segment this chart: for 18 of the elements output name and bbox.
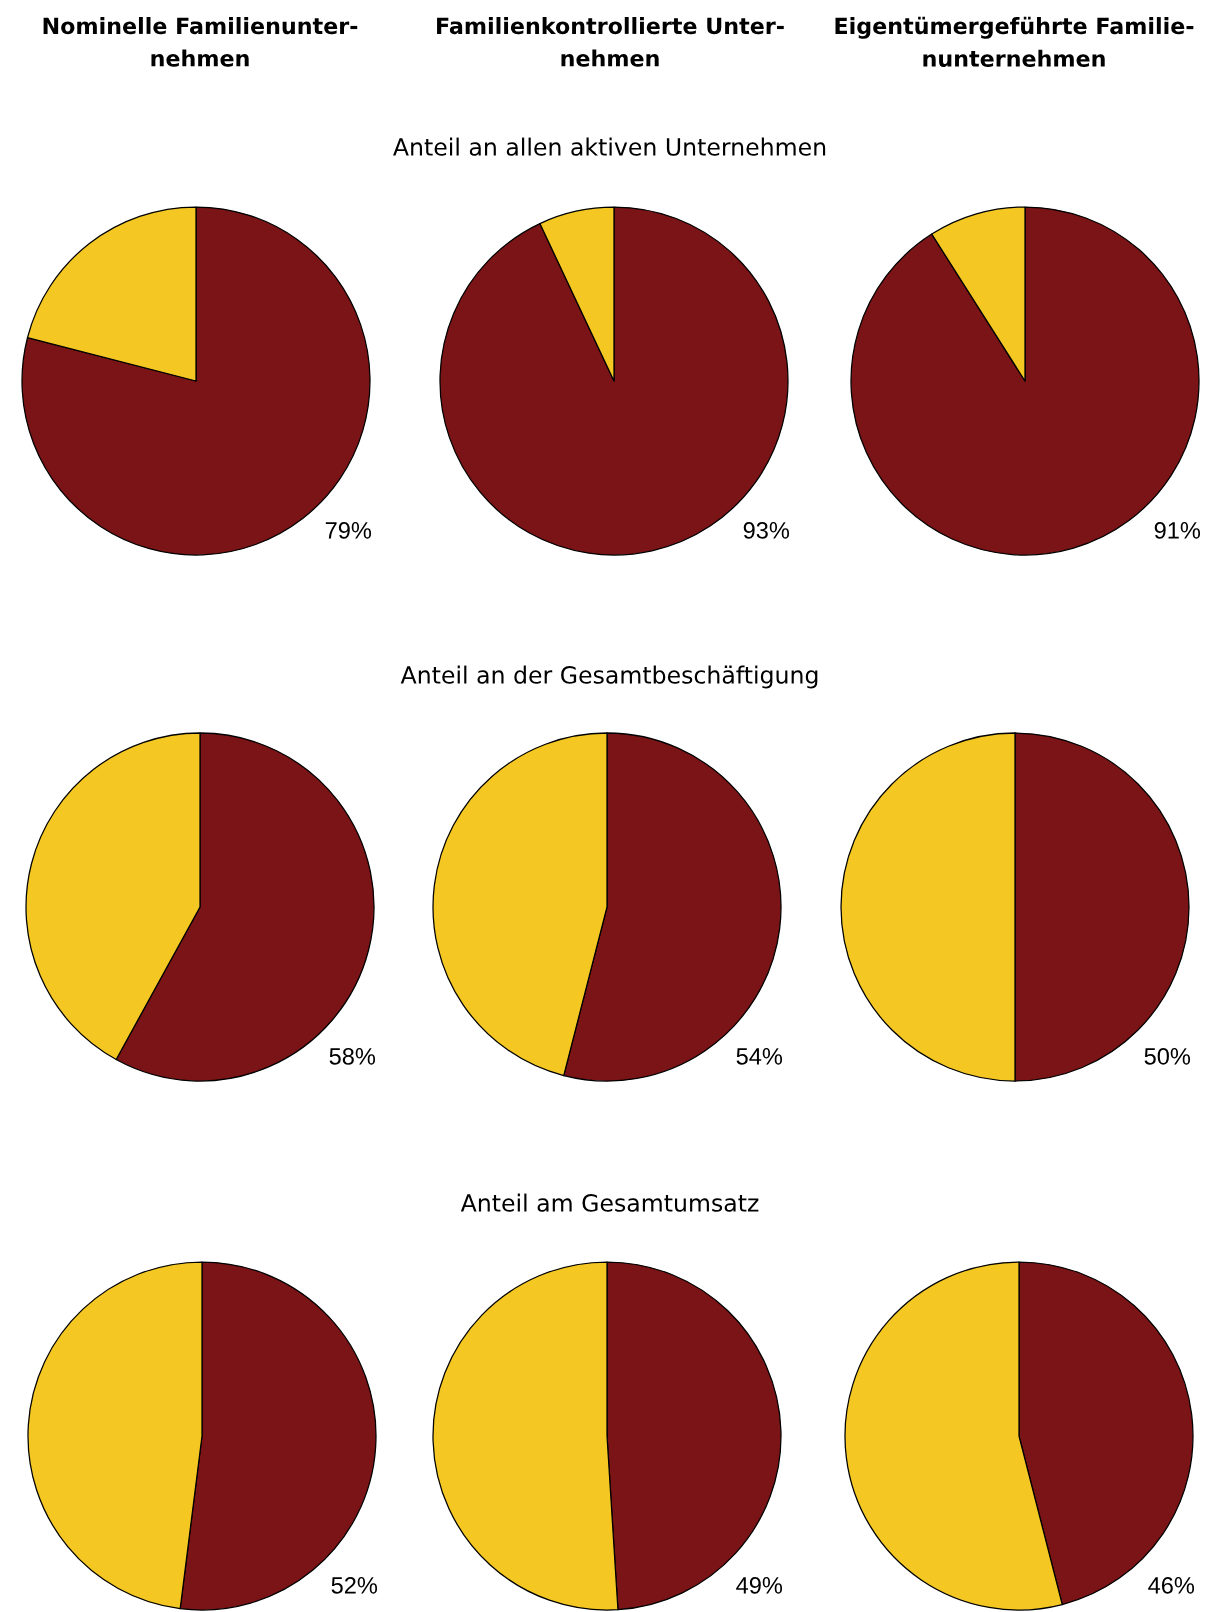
chart-title: Nominelle Familienunter- nehmen <box>43 17 358 67</box>
chart-title: Eigentümergeführte Familie- nunternehmen <box>835 16 1194 67</box>
data-label: 93% <box>743 522 790 539</box>
data-label: 50% <box>1144 1048 1191 1065</box>
chart-title: Familienkontrollierte Unter- nehmen <box>437 17 784 67</box>
pie-slice <box>850 206 1200 556</box>
pie-slice <box>439 206 789 556</box>
data-label: 54% <box>736 1048 783 1065</box>
chart-subtitle: Anteil am Gesamtumsatz <box>460 1193 759 1212</box>
chart-subtitle: Anteil an der Gesamtbeschäftigung <box>400 665 818 689</box>
data-label: 52% <box>331 1577 378 1594</box>
data-label: 46% <box>1148 1577 1195 1594</box>
pie-slice <box>21 206 371 556</box>
data-label: 91% <box>1154 522 1201 539</box>
data-label: 58% <box>329 1048 376 1065</box>
data-label: 79% <box>325 522 372 539</box>
data-label: 49% <box>736 1577 783 1594</box>
chart-subtitle: Anteil an allen aktiven Unternehmen <box>393 137 826 156</box>
